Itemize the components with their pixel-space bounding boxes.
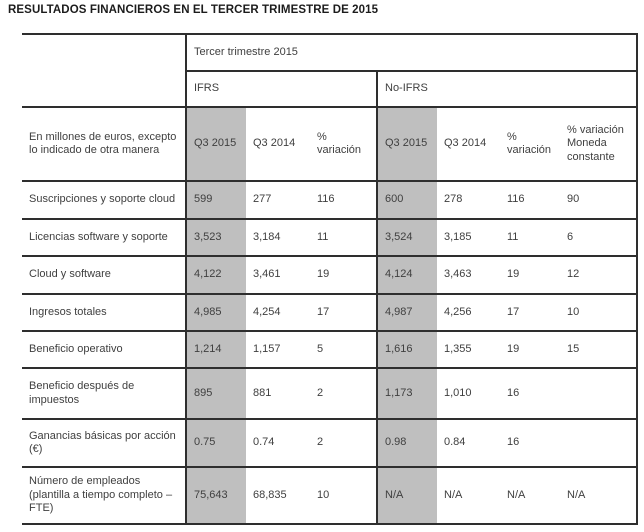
row-label: Cloud y software [22,256,186,295]
data-cell: 1,616 [376,331,437,369]
data-cell: N/A [500,467,560,525]
col-header-q3-2015-non-ifrs: Q3 2015 [376,107,437,182]
data-cell: 0.84 [437,419,500,468]
data-cell: N/A [560,467,638,525]
data-cell: N/A [376,467,437,525]
data-cell: 5 [310,331,377,369]
data-cell: 90 [560,181,638,220]
table-row: Beneficio después de impuestos 895 881 2… [22,368,638,420]
data-cell: 278 [437,181,500,220]
data-cell: 881 [246,368,310,420]
data-cell: 3,463 [437,256,500,295]
data-cell: 116 [310,181,377,220]
data-cell: 15 [560,331,638,369]
page-title: RESULTADOS FINANCIEROS EN EL TERCER TRIM… [8,4,379,16]
data-cell: 1,355 [437,331,500,369]
col-header-q3-2014-non-ifrs: Q3 2014 [437,107,500,182]
table-row: Ingresos totales 4,985 4,254 17 4,987 4,… [22,294,638,332]
data-cell: 895 [185,368,246,420]
data-cell: 4,124 [376,256,437,295]
data-cell: 6 [560,219,638,257]
corner-empty-cell [22,34,186,108]
data-cell: 0.74 [246,419,310,468]
group-header-row: Tercer trimestre 2015 [22,34,638,108]
data-cell: 116 [500,181,560,220]
data-cell: 17 [500,294,560,332]
data-cell: 11 [310,219,377,257]
col-header-pct-variacion-non-ifrs: % variación [500,107,560,182]
data-cell: 3,523 [185,219,246,257]
data-cell: 10 [310,467,377,525]
data-cell: 4,254 [246,294,310,332]
data-cell [560,419,638,468]
data-cell: 0.75 [185,419,246,468]
row-label: Número de empleados (plantilla a tiempo … [22,467,186,525]
data-cell: N/A [437,467,500,525]
table-row: Licencias software y soporte 3,523 3,184… [22,219,638,257]
row-label: Beneficio después de impuestos [22,368,186,420]
column-header-row: En millones de euros, excepto lo indicad… [22,107,638,182]
data-cell [560,368,638,420]
table-row: Ganancias básicas por acción (€) 0.75 0.… [22,419,638,468]
data-cell: 3,185 [437,219,500,257]
data-cell: 1,010 [437,368,500,420]
row-label: Beneficio operativo [22,331,186,369]
data-cell: 0.98 [376,419,437,468]
section-header-row: IFRS No-IFRS [22,71,638,108]
data-cell: 4,122 [185,256,246,295]
data-cell: 3,524 [376,219,437,257]
data-cell: 16 [500,368,560,420]
data-cell: 2 [310,419,377,468]
col-header-pct-variacion-ifrs: % variación [310,107,377,182]
financial-results-table: Tercer trimestre 2015 IFRS No-IFRS En mi… [22,33,639,525]
group-header-cell: Tercer trimestre 2015 [184,34,638,72]
measure-unit-header-cell: En millones de euros, excepto lo indicad… [22,107,186,182]
data-cell: 11 [500,219,560,257]
data-cell: 75,643 [185,467,246,525]
data-cell: 12 [560,256,638,295]
data-cell: 16 [500,419,560,468]
table-row: Número de empleados (plantilla a tiempo … [22,467,638,525]
row-label: Suscripciones y soporte cloud [22,181,186,220]
col-header-pct-variacion-moneda-constante: % variación Moneda constante [560,107,638,182]
table-row: Cloud y software 4,122 3,461 19 4,124 3,… [22,256,638,295]
data-cell: 4,987 [376,294,437,332]
data-cell: 2 [310,368,377,420]
row-label: Ingresos totales [22,294,186,332]
section-ifrs-cell: IFRS [185,71,377,108]
data-cell: 599 [185,181,246,220]
data-cell: 4,256 [437,294,500,332]
data-cell: 1,157 [246,331,310,369]
data-cell: 1,214 [185,331,246,369]
col-header-q3-2014-ifrs: Q3 2014 [246,107,310,182]
data-cell: 600 [376,181,437,220]
data-cell: 17 [310,294,377,332]
row-label: Ganancias básicas por acción (€) [22,419,186,468]
data-cell: 277 [246,181,310,220]
data-cell: 19 [500,331,560,369]
data-cell: 19 [500,256,560,295]
section-non-ifrs-cell: No-IFRS [375,71,638,108]
table-row: Suscripciones y soporte cloud 599 277 11… [22,181,638,220]
data-cell: 10 [560,294,638,332]
data-cell: 1,173 [376,368,437,420]
row-label: Licencias software y soporte [22,219,186,257]
data-cell: 68,835 [246,467,310,525]
data-cell: 19 [310,256,377,295]
data-cell: 4,985 [185,294,246,332]
data-cell: 3,184 [246,219,310,257]
table-row: Beneficio operativo 1,214 1,157 5 1,616 … [22,331,638,369]
col-header-q3-2015-ifrs: Q3 2015 [185,107,246,182]
data-cell: 3,461 [246,256,310,295]
